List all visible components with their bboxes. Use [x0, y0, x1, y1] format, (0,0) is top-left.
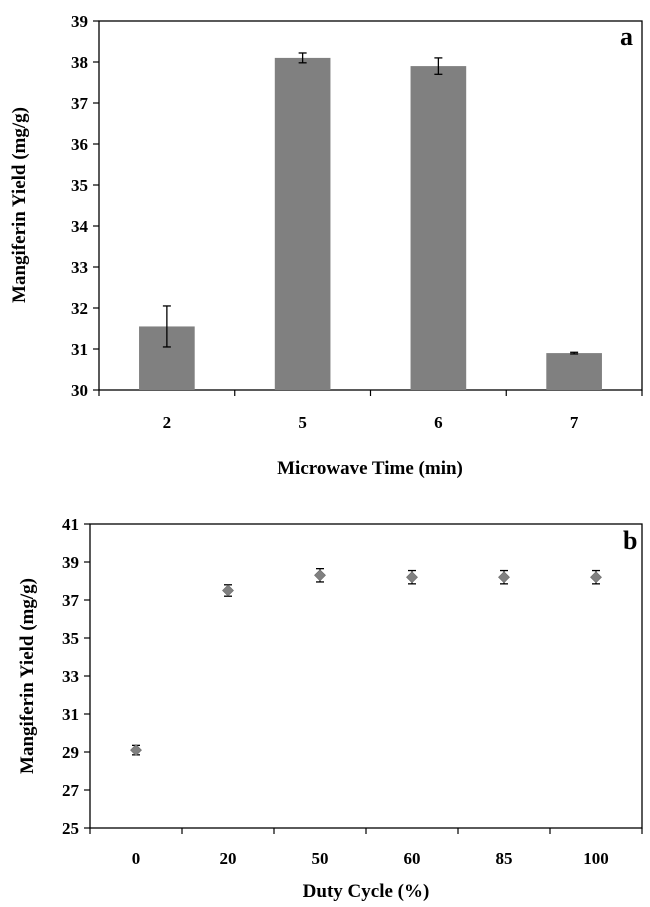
x-axis-title-a: Microwave Time (min) [277, 458, 463, 479]
points-b [130, 568, 602, 757]
y-tick-label-a: 30 [71, 381, 88, 400]
y-tick-label-a: 31 [71, 340, 88, 359]
y-tick-label-a: 39 [71, 12, 88, 31]
y-tick-label-b: 39 [62, 553, 79, 572]
x-tick-label-b: 20 [220, 849, 237, 868]
panel-label-b: b [623, 526, 637, 555]
y-tick-label-a: 37 [71, 94, 89, 113]
y-axis-title-b: Mangiferin Yield (mg/g) [17, 578, 38, 774]
x-tick-label-a: 2 [163, 413, 172, 432]
y-tick-label-b: 25 [62, 819, 79, 838]
y-tick-label-a: 32 [71, 299, 88, 318]
x-tick-label-b: 85 [496, 849, 513, 868]
y-tick-label-a: 35 [71, 176, 88, 195]
data-point [498, 571, 510, 584]
y-tick-label-b: 27 [62, 781, 80, 800]
panel-a: a 30 31 32 33 34 35 36 37 38 39 2 5 6 7 Microwave Ti… [9, 12, 643, 479]
y-tick-label-a: 38 [71, 53, 88, 72]
x-tick-label-a: 6 [434, 413, 443, 432]
plot-frame-b [89, 523, 643, 829]
bars-a [139, 52, 602, 391]
y-tick-label-b: 29 [62, 743, 79, 762]
y-tick-label-b: 33 [62, 667, 79, 686]
bar [546, 353, 602, 390]
y-axis-title-a: Mangiferin Yield (mg/g) [9, 107, 30, 303]
x-tick-label-a: 5 [298, 413, 307, 432]
x-tick-label-b: 0 [132, 849, 141, 868]
y-axis-b: 25 27 29 31 33 35 37 39 41 [62, 515, 90, 838]
x-axis-title-b: Duty Cycle (%) [303, 881, 430, 902]
bar [274, 57, 331, 391]
x-tick-label-b: 60 [404, 849, 421, 868]
y-axis-a: 30 31 32 33 34 35 36 37 38 39 [71, 12, 99, 400]
y-tick-label-a: 36 [71, 135, 88, 154]
data-point [590, 571, 602, 584]
y-tick-label-b: 37 [62, 591, 80, 610]
x-tick-label-b: 50 [312, 849, 329, 868]
data-point [222, 584, 234, 597]
data-point [130, 744, 142, 757]
data-point [314, 569, 326, 582]
panel-b: b 25 27 29 31 33 35 37 39 41 0 20 50 60 85 100 Duty C… [17, 515, 643, 902]
panel-label-a: a [620, 22, 633, 51]
data-point [406, 571, 418, 584]
x-axis-b: 0 20 50 60 85 100 [89, 828, 643, 868]
y-tick-label-a: 34 [71, 217, 89, 236]
y-tick-label-a: 33 [71, 258, 88, 277]
y-tick-label-b: 31 [62, 705, 79, 724]
bar [410, 66, 467, 390]
x-tick-label-b: 100 [583, 849, 609, 868]
y-tick-label-b: 35 [62, 629, 79, 648]
y-tick-label-b: 41 [62, 515, 79, 534]
x-axis-a: 2 5 6 7 [98, 390, 643, 432]
x-tick-label-a: 7 [570, 413, 579, 432]
